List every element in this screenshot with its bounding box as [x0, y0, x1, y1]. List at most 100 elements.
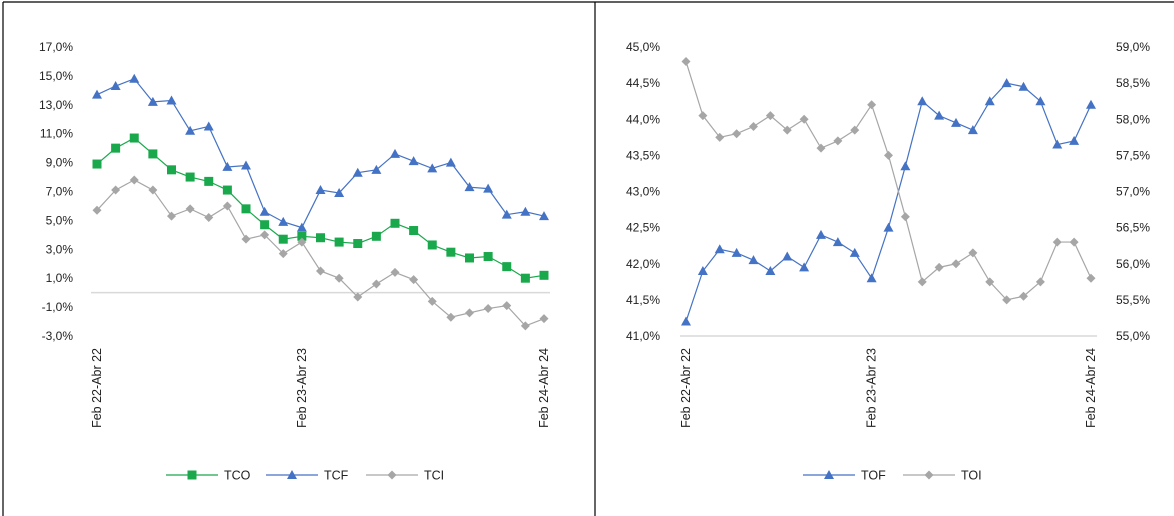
left-point-tco — [390, 218, 400, 228]
left-point-tco — [185, 172, 195, 182]
left-y-tick-label: 9,0% — [46, 156, 74, 170]
left-point-tcf — [296, 222, 307, 232]
left-point-tcf — [129, 73, 140, 83]
left-point-tco — [92, 159, 102, 169]
left-point-tci — [502, 301, 512, 311]
left-point-tci — [167, 211, 176, 221]
right-point-tof — [832, 237, 843, 247]
left-point-tcf — [371, 164, 382, 174]
right-point-toi — [816, 143, 826, 153]
right-point-toi — [900, 212, 910, 222]
right-legend-label-toi: TOI — [961, 469, 982, 483]
left-point-tci — [409, 275, 419, 285]
left-x-tick-label: Feb 23-Abr 23 — [295, 348, 309, 428]
left-point-tcf — [278, 216, 289, 226]
left-point-tci — [520, 321, 530, 331]
right-point-toi — [934, 262, 944, 272]
right-point-toi — [715, 132, 725, 142]
left-point-tci — [390, 267, 400, 277]
right-point-toi — [1035, 277, 1045, 287]
left-point-tci — [278, 249, 288, 259]
left-point-tco — [465, 253, 474, 263]
left-point-tci — [129, 175, 139, 185]
right-y2-tick-label: 56,5% — [1116, 221, 1150, 235]
left-x-tick-label: Feb 22-Abr 22 — [90, 348, 104, 428]
left-point-tci — [241, 234, 251, 244]
right-point-toi — [782, 125, 792, 135]
left-y-tick-label: -3,0% — [42, 329, 74, 343]
right-point-tof — [697, 265, 708, 275]
left-point-tcf — [501, 209, 512, 219]
left-point-tcf — [539, 211, 549, 221]
right-point-tof — [765, 265, 776, 275]
left-y-tick-label: 15,0% — [39, 69, 73, 83]
left-legend-label-tcf: TCF — [324, 469, 349, 483]
right-point-tof — [883, 222, 894, 232]
left-point-tci — [465, 308, 474, 318]
right-point-toi — [884, 150, 893, 160]
left-point-tco — [502, 262, 512, 272]
right-point-toi — [765, 111, 775, 121]
left-point-tco — [167, 165, 176, 175]
left-point-tcf — [408, 156, 419, 166]
left-legend-marker-tco — [187, 470, 197, 480]
left-point-tco — [409, 226, 419, 236]
left-point-tci — [148, 185, 158, 195]
left-point-tcf — [315, 185, 326, 195]
chart-left: -3,0% -1,0% 1,0% 3,0% 5,0% 7,0% 9,0% 11,0% 13,0%… — [39, 40, 551, 483]
left-point-tcf — [147, 96, 158, 106]
left-y-tick-label: 13,0% — [39, 98, 73, 112]
right-point-toi — [698, 111, 708, 121]
left-point-tci — [334, 273, 344, 283]
right-y2-tick-label: 56,0% — [1116, 257, 1150, 271]
right-legend-label-tof: TOF — [861, 469, 886, 483]
left-point-tci — [539, 314, 549, 324]
right-point-tof — [1035, 96, 1046, 106]
right-point-tof — [917, 96, 928, 106]
left-point-tco — [129, 133, 139, 143]
right-point-tof — [1001, 78, 1012, 88]
left-point-tco — [222, 185, 232, 195]
left-y-tick-label: 17,0% — [39, 40, 73, 54]
left-point-tcf — [352, 167, 363, 177]
right-x-tick-label: Feb 23-Abr 23 — [865, 348, 879, 428]
left-y-tick-label: 5,0% — [46, 213, 74, 227]
right-point-tof — [849, 247, 860, 257]
right-y-tick-label: 44,0% — [626, 112, 660, 126]
left-point-tco — [539, 270, 549, 280]
right-point-toi — [732, 129, 742, 139]
right-point-tof — [816, 229, 826, 239]
left-point-tcf — [110, 81, 121, 91]
left-point-tco — [148, 149, 158, 159]
left-series-line-tco — [96, 137, 545, 279]
right-y-tick-label: 44,5% — [626, 76, 660, 90]
right-y2-tick-label: 59,0% — [1116, 40, 1150, 54]
right-point-toi — [968, 248, 978, 258]
right-point-tof — [731, 247, 742, 257]
left-y-tick-label: 3,0% — [46, 242, 74, 256]
left-point-tco — [446, 247, 456, 257]
left-point-tcf — [259, 206, 270, 216]
right-y-tick-label: 43,5% — [626, 148, 660, 162]
right-y-tick-label: 41,0% — [626, 329, 660, 343]
right-point-tof — [1069, 135, 1080, 145]
right-point-tof — [967, 125, 978, 135]
left-point-tci — [204, 213, 214, 223]
left-point-tcf — [92, 89, 102, 99]
right-point-tof — [1052, 139, 1063, 149]
left-point-tci — [260, 230, 270, 240]
right-y-tick-label: 43,0% — [626, 185, 660, 199]
left-point-tci — [185, 204, 195, 214]
chart-right: 41,0% 41,5% 42,0% 42,5% 43,0% 43,5% 44,0% 44,5%… — [626, 40, 1150, 483]
left-point-tci — [427, 296, 437, 306]
right-y2-tick-label: 55,5% — [1116, 293, 1150, 307]
right-x-tick-label: Feb 22-Abr 22 — [679, 348, 693, 428]
right-point-tof — [900, 161, 911, 171]
right-point-tof — [714, 244, 725, 254]
left-point-tco — [353, 239, 363, 249]
left-point-tcf — [520, 206, 531, 216]
left-series-line-tci — [96, 179, 545, 327]
left-point-tci — [111, 185, 121, 195]
